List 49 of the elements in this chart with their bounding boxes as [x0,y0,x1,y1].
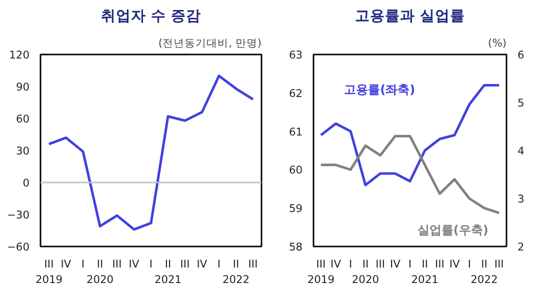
y2-tick-label: 4 [518,144,524,158]
y-tick-label: 30 [16,144,30,158]
x-tick-label: IV [196,258,208,270]
y-tick-label: −30 [7,208,30,222]
y-tick-label: 58 [288,240,303,254]
y-tick-label: 59 [288,202,303,216]
x-tick-label: I [149,258,153,270]
y-tick-label: −60 [7,240,30,254]
series-label: 실업률(우축) [417,222,488,237]
y-tick-label: 120 [9,48,30,62]
x-tick-label: I [349,258,352,270]
y-tick-label: 90 [16,80,30,94]
text: 고용률(좌축) [344,82,416,97]
x-tick-label: III [494,258,504,270]
y-tick-label: 61 [288,125,303,138]
x-tick-label: III [180,258,190,270]
x-tick-label: IV [449,258,460,270]
y-tick-label: 63 [288,48,303,62]
x-tick-label: II 2020 [86,258,114,286]
y2-tick-label: 2 [518,240,524,254]
x-tick-label: IV [60,258,72,270]
x-tick-label: I [217,258,221,270]
x-tick-label: IV [128,258,140,270]
x-tick-label: I [81,258,85,270]
x-tick-label: III [112,258,122,270]
y-tick-label: 60 [288,164,303,177]
line-series [48,74,254,231]
x-tick-label: I [408,258,412,270]
x-tick-label: II 2021 [154,258,182,286]
x-tick-label: III [434,258,444,270]
line-series [320,134,500,214]
x-tick-label: I [468,258,471,270]
y-tick-label: 0 [22,176,30,190]
y2-tick-label: 5 [518,96,524,110]
x-tick-label: IV [390,258,402,270]
y-tick-label: 62 [288,86,303,100]
x-tick-label: III 2019 [35,258,63,286]
line-series [320,84,500,186]
y2-axis-title: (%) [488,36,507,50]
y2-tick-label: 6 [518,48,524,62]
chart-subtitle: (전년동기대비, 만명) [158,36,262,50]
x-tick-label: III [376,258,386,270]
chart-title: 고용률과 실업률 [354,8,466,24]
x-tick-label: II 2022 [222,258,250,286]
x-tick-label: IV [330,258,342,270]
x-tick-label: III [248,258,258,270]
y-tick-label: 60 [16,112,30,126]
y2-tick-label: 3 [518,192,524,206]
chart-title: 취업자 수 증감 [100,8,202,24]
